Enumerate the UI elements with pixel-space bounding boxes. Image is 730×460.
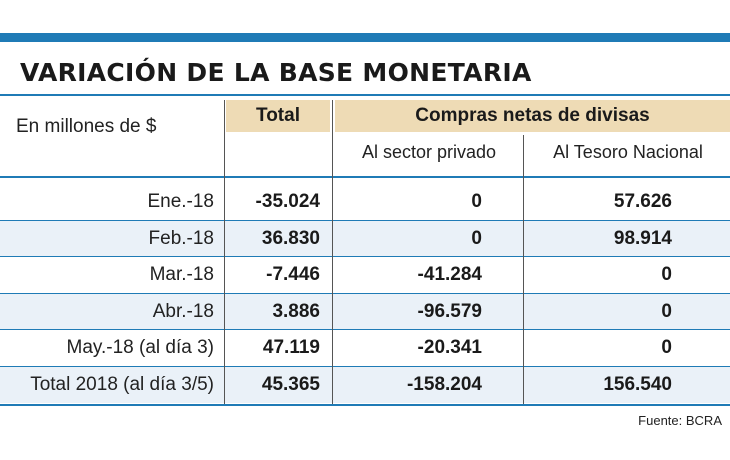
purchases-group-header: Compras netas de divisas [335, 100, 730, 132]
total-value: 45.365 [261, 373, 320, 395]
row-divider [0, 365, 730, 367]
treasury-subheader: Al Tesoro Nacional [553, 142, 703, 162]
private-sector-value: -96.579 [417, 300, 482, 322]
row-label: Total 2018 (al día 3/5) [30, 373, 214, 395]
row-label: Mar.-18 [149, 264, 214, 285]
divider-private-treasury [523, 135, 524, 404]
treasury-value: 0 [661, 264, 672, 285]
header-bottom-rule [0, 176, 730, 178]
units-label: En millones de $ [16, 116, 157, 137]
private-sector-value: -41.284 [417, 264, 482, 285]
row-label: Ene.-18 [147, 191, 214, 212]
table-bottom-rule [0, 404, 730, 406]
total-column-header: Total [226, 100, 330, 132]
total-value: 47.119 [262, 337, 320, 358]
divider-total-private [332, 100, 333, 404]
private-sector-value: -158.204 [406, 373, 482, 395]
row-label: Feb.-18 [148, 227, 214, 249]
row-label: Abr.-18 [152, 300, 214, 322]
source-note: Fuente: BCRA [638, 413, 722, 428]
private-sector-subheader: Al sector privado [361, 142, 497, 162]
row-divider [0, 329, 730, 330]
table-row: Feb.-18 36.830 0 98.914 [0, 220, 730, 257]
row-divider [0, 219, 730, 221]
row-divider [0, 256, 730, 257]
table-row: Ene.-18 -35.024 0 57.626 [0, 184, 730, 220]
table-row: May.-18 (al día 3) 47.119 -20.341 0 [0, 330, 730, 366]
treasury-value: 98.914 [613, 227, 672, 249]
treasury-value: 0 [661, 337, 672, 358]
divider-label-total [224, 100, 225, 404]
table-title: VARIACIÓN DE LA BASE MONETARIA [20, 58, 532, 87]
private-sector-value: 0 [471, 191, 482, 212]
row-divider [0, 292, 730, 294]
treasury-value: 156.540 [603, 373, 672, 395]
total-value: 3.886 [272, 300, 320, 322]
treasury-value: 0 [661, 300, 672, 322]
private-sector-value: -20.341 [417, 337, 482, 358]
row-label: May.-18 (al día 3) [66, 337, 214, 358]
private-sector-value: 0 [471, 227, 482, 249]
table-row: Abr.-18 3.886 -96.579 0 [0, 293, 730, 330]
table-row: Mar.-18 -7.446 -41.284 0 [0, 257, 730, 293]
total-value: -35.024 [255, 191, 320, 212]
total-value: -7.446 [266, 264, 320, 285]
title-rule [0, 94, 730, 96]
table-row: Total 2018 (al día 3/5) 45.365 -158.204 156… [0, 366, 730, 403]
treasury-value: 57.626 [613, 191, 672, 212]
top-accent-bar [0, 33, 730, 42]
total-value: 36.830 [261, 227, 320, 249]
